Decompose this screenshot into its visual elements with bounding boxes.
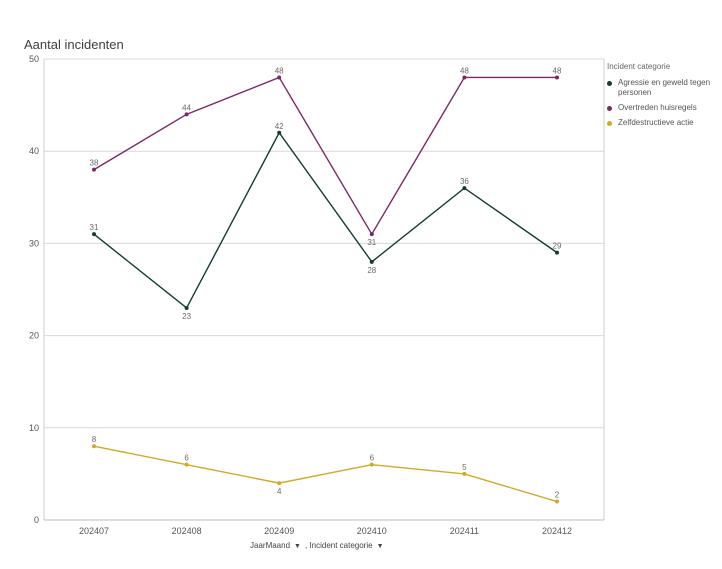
data-point [462,75,467,80]
data-point [92,232,96,237]
y-tick-label: 30 [29,238,39,248]
data-label: 44 [182,103,191,112]
legend-label: Zelfdestructieve actie [618,118,694,127]
data-point [277,75,282,80]
data-label: 42 [275,122,284,131]
data-point [92,167,96,172]
data-label: 28 [367,266,376,275]
data-point [555,499,559,504]
data-label: 38 [90,159,99,168]
y-tick-label: 10 [29,423,39,433]
data-point [184,112,189,117]
x-tick-label: 202408 [172,526,202,536]
x-tick-label: 202412 [542,526,572,536]
x-tick-label: 202407 [79,526,109,536]
series-line [93,445,558,503]
data-label: 8 [92,435,97,444]
legend[interactable]: Incident categorie Agressie en geweld te… [607,62,719,133]
x-tick-label: 202409 [264,526,294,536]
data-label: 29 [553,242,562,251]
data-label: 31 [367,238,376,247]
data-label: 48 [553,66,562,75]
data-point [555,75,559,80]
legend-label: Agressie en geweld tegen personen [618,78,711,97]
data-point [92,444,96,449]
legend-item-huisregels[interactable]: Overtreden huisregels [607,103,719,113]
data-point [555,250,559,255]
data-point [369,232,374,237]
data-label: 36 [460,177,469,186]
data-point [462,471,467,476]
data-point [369,259,374,264]
legend-title: Incident categorie [607,62,671,71]
data-label: 23 [182,312,191,321]
data-label: 31 [90,223,99,232]
dropdown-triangle-icon[interactable]: ▼ [376,543,384,550]
legend-swatch-icon [607,81,612,86]
y-tick-label: 0 [34,515,39,525]
legend-item-agressie[interactable]: Agressie en geweld tegen personen [607,78,719,98]
x-tick-label: 202411 [450,526,479,536]
data-point [369,462,374,467]
data-label: 2 [555,491,560,500]
series-line [93,76,557,236]
y-tick-label: 40 [29,146,39,156]
y-tick-label: 20 [29,331,39,341]
data-label: 6 [370,454,375,463]
data-label: 48 [275,66,284,75]
legend-item-zelfdestructief[interactable]: Zelfdestructieve actie [607,118,719,128]
legend-label: Overtreden huisregels [618,103,697,112]
data-label: 5 [462,463,467,472]
dropdown-triangle-icon[interactable]: ▼ [294,543,301,550]
data-label: 48 [460,66,469,75]
data-point [462,186,467,191]
data-label: 6 [184,454,189,463]
chart-title: Aantal incidenten [24,37,124,52]
x-axis-field-jaarmaand: JaarMaand [250,541,291,550]
legend-swatch-icon [607,121,612,126]
data-point [184,305,189,310]
series-line [93,131,558,310]
x-axis-field-categorie: , Incident categorie [304,541,373,550]
x-axis-field-selector[interactable]: JaarMaand ▼, Incident categorie ▼ [250,541,388,550]
data-point [277,481,282,486]
data-point [184,462,189,467]
data-label: 4 [277,487,282,496]
legend-swatch-icon [607,106,612,111]
data-point [277,130,282,135]
x-tick-label: 202410 [357,526,387,536]
y-tick-label: 50 [29,54,39,64]
